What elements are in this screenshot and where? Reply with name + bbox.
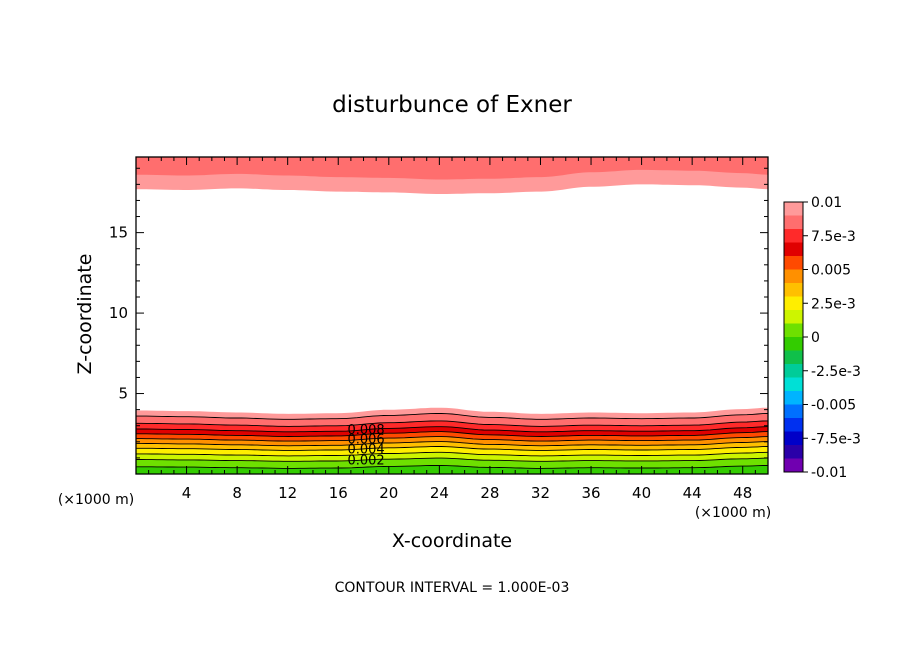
x-tick-label: 12 — [278, 484, 297, 502]
x-tick-label: 28 — [480, 484, 499, 502]
colorbar-label: 0.01 — [811, 195, 842, 211]
y-axis-label: Z-coordinate — [74, 254, 96, 375]
contour-band-bottom — [136, 420, 768, 432]
colorbar-swatch — [784, 458, 803, 473]
colorbar-swatch — [784, 242, 803, 257]
colorbar-label: 0.005 — [811, 263, 851, 279]
contour-line — [136, 426, 768, 433]
colorbar-label: -7.5e-3 — [811, 431, 861, 447]
colorbar-swatch — [784, 256, 803, 270]
contour-line — [136, 413, 768, 420]
x-tick-label: 36 — [581, 484, 600, 502]
contour-label: 0.008 — [347, 423, 384, 438]
contour-band-bottom — [136, 413, 768, 427]
colorbar-swatch — [784, 431, 803, 446]
colorbar-swatch — [784, 215, 803, 230]
contour-band-bottom — [136, 465, 768, 474]
colorbar-swatch — [784, 337, 803, 351]
colorbar-label: 0 — [811, 330, 820, 346]
x-axis-ticks: 4 8 12 16 20 24 28 32 36 40 44 48 — [148, 157, 756, 502]
x-tick-label: 40 — [632, 484, 651, 502]
colorbar-swatch — [784, 269, 803, 284]
x-tick-label: 8 — [232, 484, 242, 502]
colorbar: 0.01 7.5e-3 0.005 2.5e-3 0 -2.5e-3 -0.005 -7.5e… — [783, 195, 861, 481]
x-tick-label: 24 — [430, 484, 449, 502]
contour-line — [136, 457, 768, 462]
chart-title: disturbunce of Exner — [332, 92, 572, 118]
contour-line — [136, 420, 768, 427]
colorbar-swatch — [784, 323, 803, 338]
colorbar-swatch — [784, 296, 803, 311]
colorbar-label: -2.5e-3 — [811, 364, 861, 380]
contour-line — [136, 446, 768, 451]
x-unit-left: (×1000 m) — [58, 492, 134, 508]
colorbar-label: -0.005 — [811, 398, 856, 414]
contour-label: 0.004 — [347, 442, 384, 457]
colorbar-swatch — [784, 202, 803, 216]
contour-band-bottom — [136, 458, 768, 469]
contour-line — [136, 441, 768, 447]
contour-band-bottom — [136, 426, 768, 437]
x-axis-label: X-coordinate — [392, 530, 512, 552]
colorbar-swatch — [784, 350, 803, 365]
x-tick-label: 48 — [733, 484, 752, 502]
contour-label: 0.002 — [347, 454, 384, 469]
colorbar-swatch — [784, 418, 803, 432]
colorbar-label: 7.5e-3 — [811, 229, 856, 245]
x-tick-label: 16 — [329, 484, 348, 502]
contour-line — [136, 451, 768, 457]
contour-interval-note: CONTOUR INTERVAL = 1.000E-03 — [335, 580, 570, 596]
colorbar-label: 2.5e-3 — [811, 296, 856, 312]
contour-line — [136, 465, 768, 469]
x-tick-label: 32 — [531, 484, 550, 502]
colorbar-swatch — [784, 310, 803, 324]
colorbar-label: -0.01 — [811, 465, 847, 481]
colorbar-swatch — [784, 404, 803, 419]
x-tick-label: 20 — [379, 484, 398, 502]
contour-label: 0.006 — [347, 433, 384, 448]
colorbar-swatch — [784, 377, 803, 392]
colorbar-swatch — [784, 283, 803, 297]
x-tick-label: 44 — [683, 484, 702, 502]
x-unit-right: (×1000 m) — [695, 505, 771, 521]
colorbar-swatch — [784, 391, 803, 405]
contour-band-bottom — [136, 436, 768, 446]
y-tick-label: 15 — [109, 224, 128, 242]
contour-band-top — [136, 157, 768, 180]
contour-band-bottom — [136, 407, 768, 420]
contour-band-bottom — [136, 446, 768, 456]
y-tick-label: 5 — [118, 385, 128, 403]
x-tick-label: 4 — [182, 484, 192, 502]
contour-line — [136, 436, 768, 442]
contour-band-bottom — [136, 452, 768, 462]
contour-line — [136, 431, 768, 437]
y-tick-label: 10 — [109, 304, 128, 322]
colorbar-swatch — [784, 364, 803, 378]
y-axis-ticks: 5 10 15 — [109, 167, 768, 459]
contour-band-bottom — [136, 441, 768, 451]
colorbar-swatch — [784, 445, 803, 459]
contour-band-bottom — [136, 431, 768, 442]
colorbar-swatch — [784, 229, 803, 243]
